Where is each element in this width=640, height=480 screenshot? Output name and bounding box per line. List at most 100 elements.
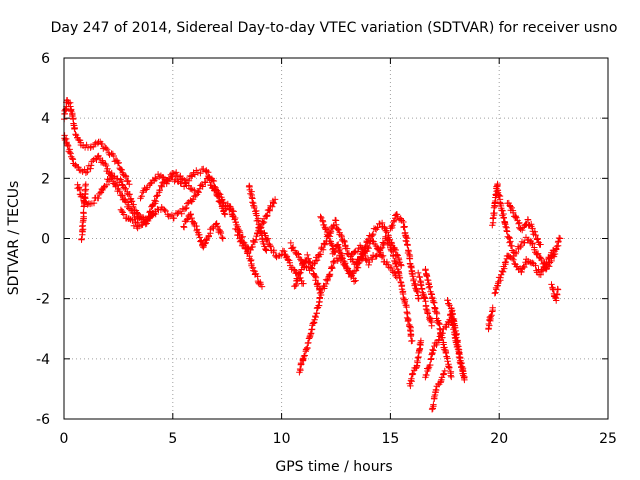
- data-point: [283, 253, 291, 260]
- data-point: [385, 232, 392, 239]
- data-point: [366, 258, 373, 266]
- data-point: [82, 169, 90, 176]
- data-point: [264, 235, 272, 242]
- data-point: [417, 281, 425, 288]
- data-point: [299, 259, 307, 266]
- data-point: [118, 192, 125, 199]
- data-point: [216, 227, 223, 234]
- data-point: [90, 199, 98, 207]
- data-point: [66, 149, 74, 156]
- data-point: [297, 367, 304, 374]
- x-tick-label: 15: [381, 431, 399, 447]
- data-point: [304, 251, 311, 259]
- data-point: [513, 248, 520, 256]
- data-point: [357, 244, 365, 251]
- data-point: [64, 141, 71, 148]
- axis-ticks: 0 5 10 15 20 25 -6 -4 -2 0 2 4 6: [36, 51, 617, 447]
- data-point: [510, 209, 517, 216]
- data-point: [271, 196, 279, 203]
- data-point: [506, 239, 513, 246]
- x-tick-label: 0: [60, 431, 69, 447]
- data-point: [542, 264, 549, 271]
- data-point: [210, 177, 218, 185]
- data-point: [69, 156, 77, 163]
- data-point: [166, 175, 174, 182]
- data-point: [253, 212, 260, 219]
- data-point: [257, 227, 264, 234]
- data-point: [411, 282, 418, 289]
- data-point: [343, 263, 350, 271]
- data-point: [154, 205, 161, 213]
- data-point: [263, 237, 271, 244]
- data-point: [494, 180, 501, 188]
- data-point: [393, 251, 401, 258]
- data-point: [82, 181, 89, 188]
- data-point: [214, 223, 221, 230]
- data-point: [461, 376, 468, 384]
- data-point: [493, 286, 500, 293]
- data-point: [326, 271, 334, 278]
- data-point: [258, 283, 266, 290]
- data-point: [517, 242, 525, 250]
- data-point: [377, 245, 384, 252]
- data-point: [448, 373, 455, 381]
- data-point: [334, 225, 341, 233]
- data-point: [413, 287, 420, 294]
- data-point: [197, 170, 204, 177]
- data-point: [401, 224, 408, 231]
- x-tick-label: 5: [168, 431, 177, 447]
- data-point: [444, 358, 451, 365]
- data-point: [317, 213, 324, 220]
- data-point: [433, 386, 440, 394]
- data-point: [199, 183, 206, 190]
- data-point: [440, 371, 447, 378]
- data-point: [338, 253, 346, 261]
- data-point: [184, 200, 191, 207]
- data-point: [183, 204, 190, 212]
- data-point: [298, 361, 305, 368]
- data-point: [456, 359, 464, 366]
- data-point: [374, 224, 381, 231]
- data-point: [341, 238, 348, 246]
- data-point: [537, 241, 544, 248]
- data-point: [369, 232, 376, 239]
- data-point: [332, 248, 339, 255]
- data-point: [78, 235, 85, 243]
- data-point: [256, 222, 264, 230]
- data-point: [516, 243, 524, 251]
- data-point: [227, 205, 235, 213]
- data-point: [352, 277, 359, 284]
- data-point: [95, 194, 102, 202]
- data-point: [430, 347, 437, 354]
- data-point: [212, 186, 219, 193]
- data-point: [246, 253, 253, 260]
- data-point: [446, 364, 453, 371]
- data-point: [326, 271, 333, 279]
- data-point: [425, 284, 433, 291]
- data-point: [378, 253, 386, 261]
- data-point: [327, 238, 334, 245]
- data-point: [407, 263, 414, 270]
- data-point: [508, 204, 515, 212]
- data-point: [383, 229, 391, 236]
- data-point: [414, 357, 421, 365]
- data-point: [439, 334, 446, 341]
- data-points: [61, 97, 564, 413]
- data-point: [80, 209, 87, 216]
- data-point: [363, 257, 370, 264]
- data-point: [488, 312, 495, 319]
- data-point: [554, 286, 562, 293]
- data-point: [264, 211, 271, 219]
- data-point: [102, 145, 110, 152]
- data-point: [438, 374, 446, 381]
- data-point: [383, 258, 391, 266]
- data-point: [489, 304, 496, 311]
- data-point: [491, 290, 498, 297]
- data-point: [205, 233, 212, 240]
- x-tick-label: 10: [273, 431, 291, 447]
- data-point: [502, 258, 509, 266]
- data-point: [445, 363, 452, 370]
- data-point: [110, 152, 117, 160]
- data-point: [266, 207, 273, 214]
